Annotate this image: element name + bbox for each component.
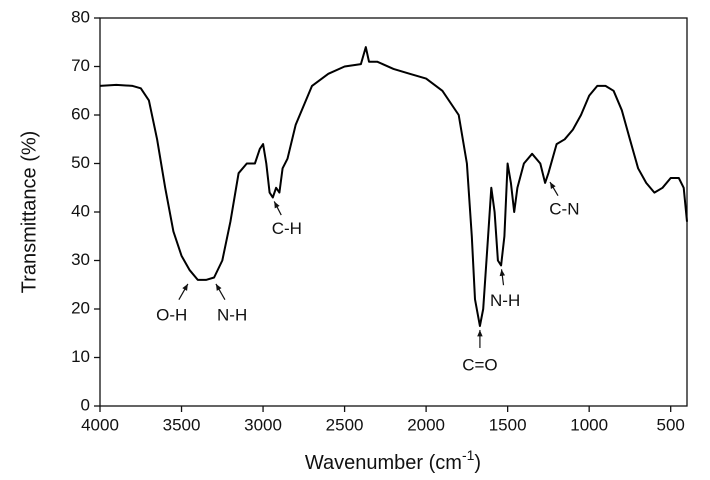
x-tick-label: 4000 — [81, 415, 119, 434]
x-axis-label: Wavenumber (cm-1) — [305, 447, 481, 475]
arrow-head — [215, 283, 222, 291]
plot-frame — [99, 17, 688, 407]
y-tick-label: 80 — [71, 7, 90, 26]
x-label-tail: ) — [474, 452, 481, 474]
annotation-label: N-H — [490, 291, 520, 310]
x-tick-label: 500 — [657, 415, 685, 434]
arrow-head — [477, 329, 483, 337]
x-tick-label: 1500 — [489, 415, 527, 434]
annotation-label: C-N — [549, 200, 579, 219]
y-tick-label: 0 — [81, 395, 90, 414]
annotation-label: C=O — [462, 355, 497, 374]
arrow-head — [182, 283, 188, 291]
spectrum-line — [99, 46, 688, 327]
x-label-sup: -1 — [462, 447, 475, 463]
annotation-label: C-H — [272, 219, 302, 238]
y-tick-label: 60 — [71, 104, 90, 123]
y-axis-label: Transmittance (%) — [18, 131, 40, 294]
y-tick-label: 20 — [71, 298, 90, 317]
x-tick-label: 1000 — [570, 415, 608, 434]
y-tick-label: 70 — [71, 56, 90, 75]
x-tick-label: 2000 — [407, 415, 445, 434]
arrow-head — [499, 269, 506, 277]
annotation-label: O-H — [156, 305, 187, 324]
y-tick-label: 10 — [71, 347, 90, 366]
arrow-head — [550, 182, 556, 189]
x-tick-label: 3000 — [244, 415, 282, 434]
annotation-label: N-H — [217, 305, 247, 324]
y-tick-label: 30 — [71, 250, 90, 269]
x-tick-label: 2500 — [326, 415, 364, 434]
arrow-head — [274, 201, 280, 209]
x-tick-label: 3500 — [163, 415, 201, 434]
y-tick-label: 50 — [71, 153, 90, 172]
x-label-text: Wavenumber (cm — [305, 452, 462, 474]
y-tick-label: 40 — [71, 201, 90, 220]
